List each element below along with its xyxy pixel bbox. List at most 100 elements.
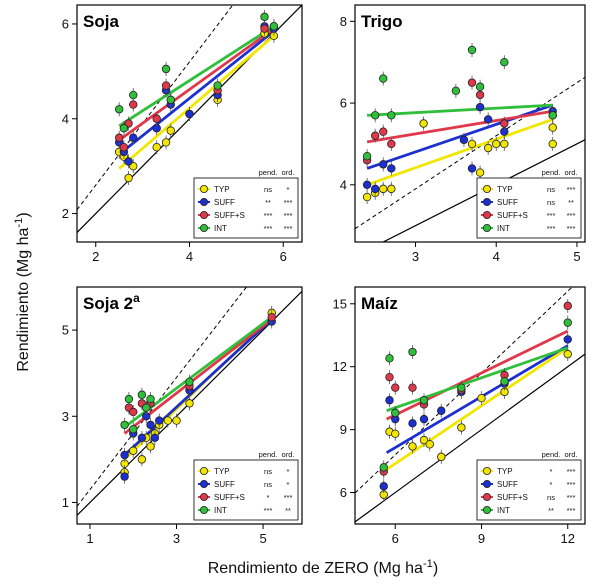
y-tick-label: 4 xyxy=(340,177,347,192)
data-point-typ xyxy=(500,139,509,149)
data-point-int xyxy=(408,347,417,357)
data-point-suff xyxy=(385,396,394,405)
panel-frame xyxy=(76,286,303,525)
legend-entry-label: TYP xyxy=(214,185,230,194)
data-point-int xyxy=(124,394,134,404)
legend-swatch-marker xyxy=(199,197,208,206)
legend-slope-significance: ** xyxy=(548,506,554,515)
data-point-typ xyxy=(475,168,485,177)
data-point-suff-plus-s xyxy=(467,78,477,87)
data-point-int xyxy=(379,463,388,472)
data-point-typ xyxy=(172,416,181,425)
data-point-suff-plus-s xyxy=(161,81,171,90)
data-point-int xyxy=(129,90,138,100)
data-point-int xyxy=(385,354,394,363)
data-point-typ xyxy=(467,139,477,149)
fit-line-int xyxy=(386,346,569,413)
data-point-suff xyxy=(419,414,429,424)
legend-entry-label: SUFF xyxy=(497,480,518,489)
data-point-typ xyxy=(483,143,493,153)
y-tick-label: 15 xyxy=(333,296,347,311)
y-tick-label: 6 xyxy=(340,96,347,111)
data-point-int xyxy=(419,396,429,405)
y-tick-label: 1 xyxy=(62,495,69,510)
legend-entry-label: SUFF+S xyxy=(497,211,528,220)
data-point-suff xyxy=(146,420,155,430)
data-point-int xyxy=(185,377,194,386)
legend: TYP ns *SUFF ** ***SUFF+S *** ***INT *** *** xyxy=(193,177,299,239)
legend-slope-significance: *** xyxy=(264,224,273,233)
data-point-int xyxy=(362,151,372,161)
plot-area xyxy=(355,42,585,242)
data-point-suff-plus-s xyxy=(563,301,572,311)
legend-swatch-marker xyxy=(199,492,208,501)
data-point-int xyxy=(548,111,557,120)
data-point-typ xyxy=(163,416,173,425)
legend: TYP ns *** SUFF ns ** SUFF+S *** *** INT *** *** xyxy=(476,177,582,239)
plot-area xyxy=(77,287,302,516)
data-point-typ xyxy=(408,442,417,451)
fit-line-typ xyxy=(118,34,275,170)
legend-slope-significance: ns xyxy=(264,467,272,476)
plot-area xyxy=(77,5,302,233)
legend-entry-label: INT xyxy=(497,506,510,515)
legend-swatch-marker xyxy=(482,223,491,232)
data-point-int xyxy=(119,124,129,133)
data-point-int xyxy=(120,420,129,430)
data-point-suff xyxy=(475,102,485,112)
data-point-typ xyxy=(129,446,138,455)
data-point-typ xyxy=(477,393,486,403)
reference-dashed-line xyxy=(77,5,234,211)
legend-ord-significance: *** xyxy=(567,211,576,220)
y-tick-label: 8 xyxy=(340,14,347,29)
legend-swatch-marker xyxy=(482,184,491,193)
data-point-int xyxy=(563,318,572,327)
legend-swatch-marker xyxy=(482,466,491,475)
legend-entry-label: SUFF+S xyxy=(214,211,245,220)
data-point-suff xyxy=(483,115,493,124)
fit-line-int xyxy=(367,103,553,117)
data-point-int xyxy=(260,12,269,22)
x-axis-label: Rendimiento de ZERO (Mg ha-1) xyxy=(208,558,438,577)
data-point-suff xyxy=(379,160,388,169)
data-point-suff-plus-s xyxy=(260,24,269,33)
data-point-int xyxy=(451,86,461,96)
legend-ord-significance: *** xyxy=(567,506,576,515)
legend-ord-significance: ** xyxy=(285,506,291,515)
data-point-suff xyxy=(387,164,396,173)
legend-swatch-marker xyxy=(199,184,208,193)
fit-line-suff-plus-s xyxy=(118,27,275,142)
x-tick-label: 6 xyxy=(392,531,399,546)
legend-swatch-marker xyxy=(482,210,491,219)
legend-slope-significance: ns xyxy=(547,198,555,207)
legend-ord-significance: *** xyxy=(567,467,576,476)
data-point-typ xyxy=(492,139,501,149)
data-point-suff xyxy=(120,472,129,481)
reference-dashed-line xyxy=(355,76,585,230)
data-point-suff xyxy=(467,164,477,173)
legend-swatch-marker xyxy=(199,223,208,232)
data-point-int xyxy=(475,82,485,91)
data-point-suff xyxy=(120,450,129,460)
data-point-suff-plus-s xyxy=(500,119,509,128)
legend-ord-significance: *** xyxy=(284,211,293,220)
legend-ord-significance: *** xyxy=(284,493,293,502)
data-point-int xyxy=(129,425,138,434)
x-tick-label: 12 xyxy=(561,531,575,546)
data-point-suff xyxy=(459,135,469,145)
data-point-typ xyxy=(425,440,434,449)
y-tick-label: 6 xyxy=(62,16,69,31)
data-point-typ xyxy=(152,142,161,152)
reference-dashed-line xyxy=(77,287,248,507)
y-tick-label: 5 xyxy=(62,323,69,338)
fit-line-typ xyxy=(385,346,569,471)
data-point-suff xyxy=(408,419,417,428)
legend-slope-significance: * xyxy=(267,493,270,502)
y-tick-label: 4 xyxy=(62,111,69,126)
legend-entry-label: SUFF+S xyxy=(497,493,528,502)
legend: TYP ns *SUFF ns *SUFF+S * ***INT *** ** xyxy=(193,459,299,521)
data-point-typ xyxy=(146,442,155,451)
